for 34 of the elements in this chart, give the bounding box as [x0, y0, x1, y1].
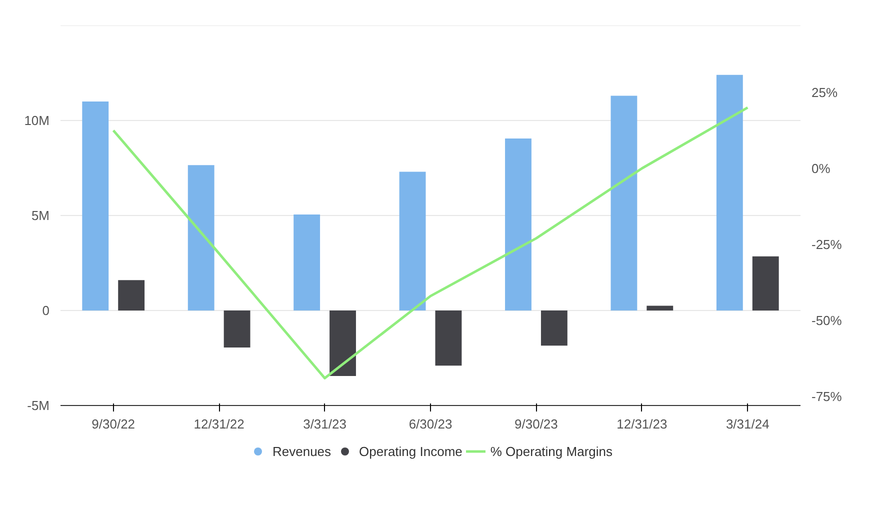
bar: [294, 214, 320, 310]
x-tick-label: 3/31/23: [303, 416, 346, 432]
y2-tick-label: 0%: [812, 160, 831, 176]
bar: [716, 74, 743, 310]
bar: [610, 96, 638, 310]
x-tick-label: 9/30/23: [514, 416, 558, 432]
bar: [646, 306, 674, 310]
bar: [540, 310, 568, 346]
bar: [330, 310, 356, 376]
bar: [505, 138, 532, 310]
bar: [188, 165, 214, 310]
x-tick-label: 6/30/23: [408, 416, 452, 432]
legend-label: Revenues: [272, 444, 332, 458]
y-tick-label: 5M: [31, 208, 50, 223]
y-tick-label: 10M: [24, 113, 50, 128]
bar: [224, 310, 250, 348]
bar: [118, 280, 145, 310]
legend-label: Operating Income: [359, 444, 462, 458]
y2-tick-label: -75%: [812, 388, 842, 404]
line-series: [112, 106, 749, 380]
x-tick-label: 9/30/22: [92, 416, 136, 432]
x-tick-label: 12/31/22: [194, 416, 244, 432]
bar: [435, 310, 462, 366]
bar: [82, 102, 109, 310]
bar: [399, 172, 426, 310]
y-tick-label: -5M: [27, 398, 50, 413]
y-tick-label: 0: [42, 303, 50, 318]
y2-tick-label: -50%: [812, 312, 842, 328]
bar: [752, 256, 779, 310]
legend-label: % Operating Margins: [490, 444, 613, 458]
x-tick-label: 3/31/24: [726, 416, 770, 432]
y2-tick-label: 25%: [812, 84, 838, 100]
x-tick-label: 12/31/23: [616, 416, 668, 432]
y2-tick-label: -25%: [812, 236, 842, 252]
